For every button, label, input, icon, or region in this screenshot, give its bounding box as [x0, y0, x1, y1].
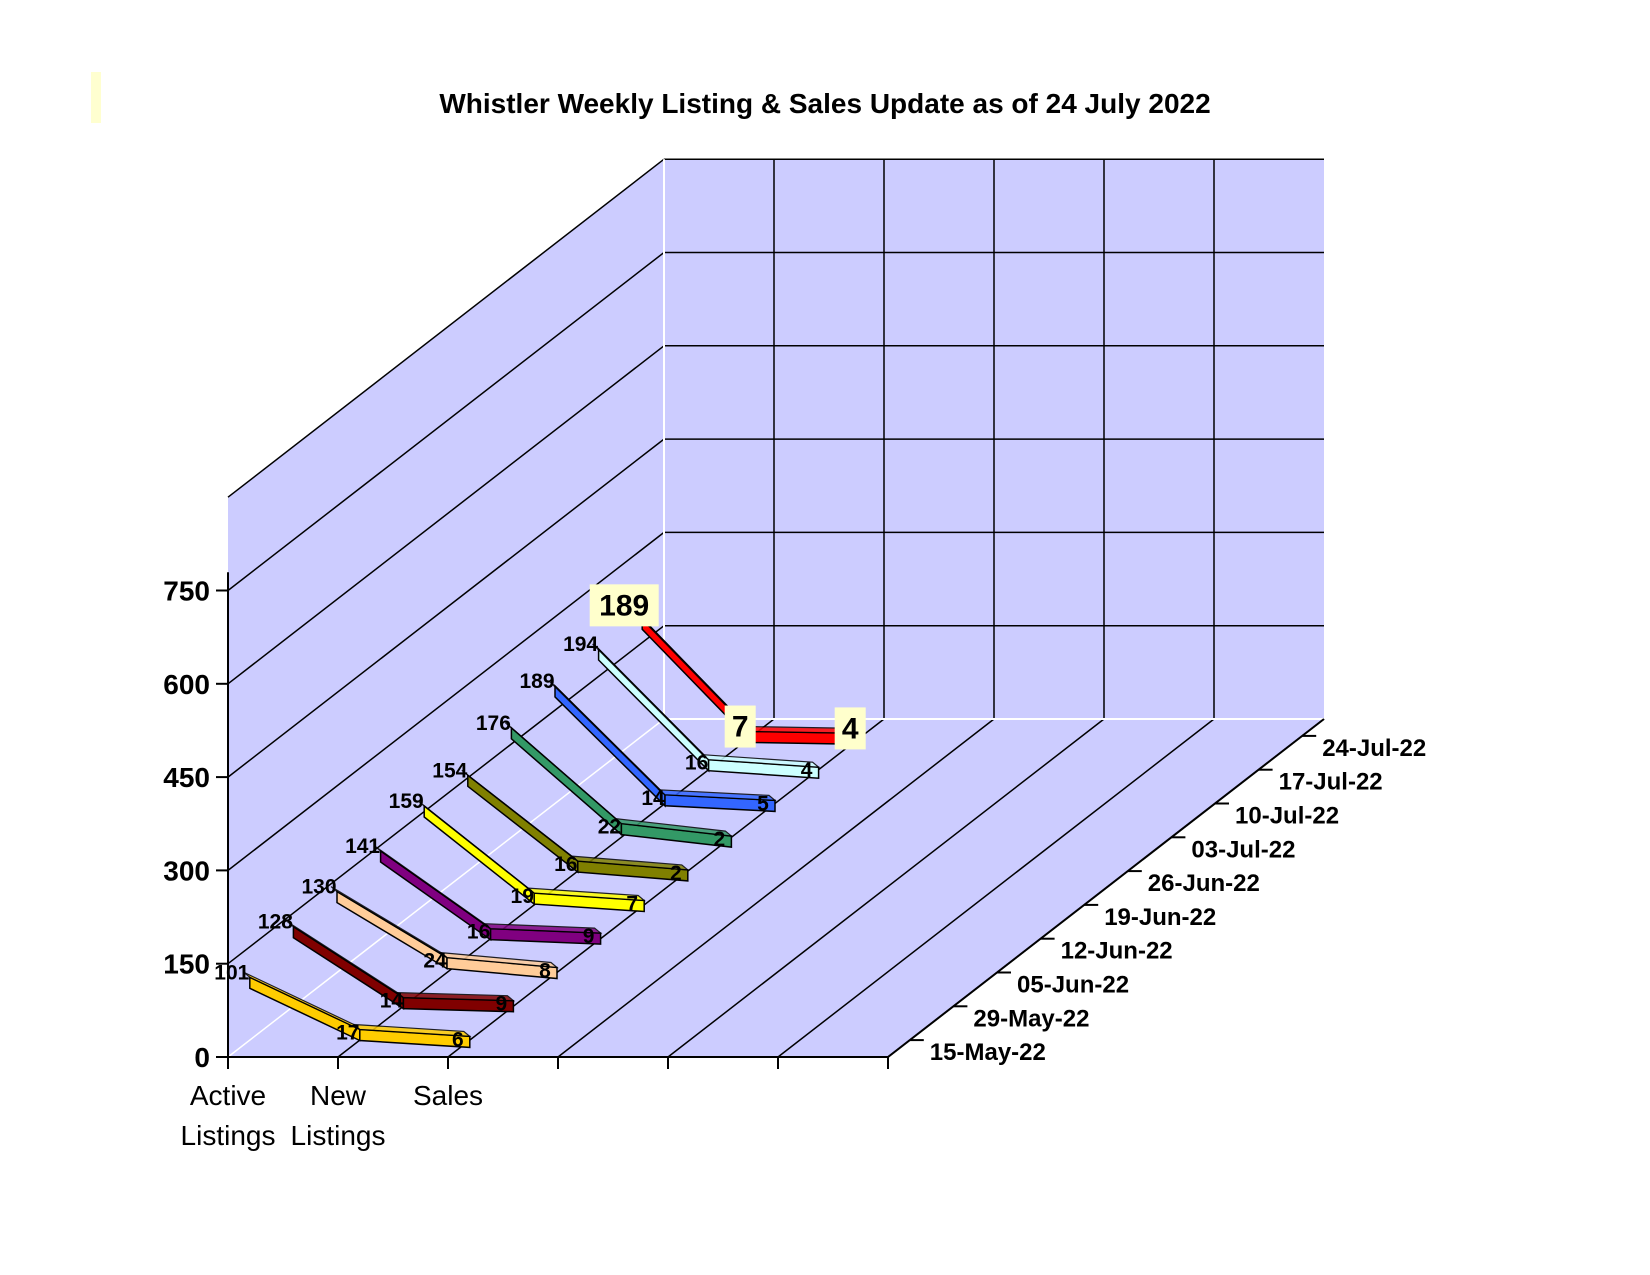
data-label: 4 [801, 759, 813, 782]
series-segment-top [482, 923, 603, 934]
data-label: 8 [539, 960, 551, 983]
data-label: 16 [685, 752, 708, 775]
depth-series-label: 15-May-22 [930, 1039, 1046, 1066]
data-label: 24 [423, 950, 447, 973]
y-tick-label: 0 [194, 1042, 210, 1073]
depth-series-label: 10-Jul-22 [1235, 803, 1339, 830]
y-tick-label: 150 [163, 949, 210, 980]
x-category-label: Active [190, 1080, 266, 1111]
series-segment-top [526, 887, 647, 902]
data-label-background [834, 707, 866, 750]
data-label: 9 [496, 993, 508, 1016]
y-tick-label: 450 [163, 762, 210, 793]
data-label: 2 [714, 828, 726, 851]
data-label: 16 [554, 853, 577, 876]
data-label: 19 [511, 885, 534, 908]
data-label: 2 [670, 862, 682, 885]
chart-axes: 0 150 300 450 600 750 Active Listings New Listing… [163, 572, 1426, 1151]
series-line-10-Jul-22 [548, 680, 777, 813]
depth-series-label: 05-Jun-22 [1017, 972, 1129, 999]
data-label: 16 [467, 921, 490, 944]
data-label: 7 [626, 893, 638, 916]
data-label: 176 [476, 712, 511, 735]
y-tick-label: 600 [163, 669, 210, 700]
side-wall-gridline [227, 438, 665, 778]
data-label: 22 [598, 816, 621, 839]
depth-series-label: 29-May-22 [973, 1005, 1089, 1032]
data-label: 101 [214, 961, 249, 984]
series-line-26-Jun-22 [461, 769, 690, 882]
depth-series-label: 26-Jun-22 [1148, 870, 1260, 897]
series-segment-top [352, 1023, 472, 1038]
depth-axis-line [887, 718, 1325, 1058]
data-label: 159 [389, 790, 424, 813]
side-wall-gridline [227, 251, 665, 592]
depth-series-label: 24-Jul-22 [1322, 735, 1426, 762]
x-category-label: Sales [413, 1080, 483, 1111]
series-line-05-Jun-22 [330, 886, 559, 980]
series-line-15-May-22 [243, 971, 472, 1049]
x-category-label: New [310, 1080, 367, 1111]
series-line-03-Jul-22 [505, 722, 734, 848]
side-wall-gridline [227, 625, 665, 965]
data-label: 154 [432, 759, 467, 782]
data-label: 9 [583, 925, 595, 948]
data-label: 189 [519, 670, 554, 693]
series-line-19-Jun-22 [417, 800, 647, 913]
data-label: 130 [301, 876, 336, 899]
series-segment-top [395, 991, 516, 1002]
side-wall-gridline [227, 345, 665, 685]
x-category-label: Listings [181, 1120, 276, 1151]
data-label: 141 [345, 835, 380, 858]
data-label: 128 [258, 911, 293, 934]
data-label: 14 [641, 787, 665, 810]
y-tick-label: 750 [163, 576, 210, 607]
data-label-background [724, 705, 756, 748]
depth-series-label: 17-Jul-22 [1279, 769, 1383, 796]
series-segment-top [439, 951, 559, 969]
floor-gridline [557, 718, 995, 1058]
decorative-marker [91, 72, 101, 123]
series-segment-top [657, 789, 777, 802]
series-segment-top [569, 855, 690, 871]
series-line-29-May-22 [287, 921, 516, 1013]
data-label: 194 [563, 633, 598, 656]
data-label: 14 [380, 990, 404, 1013]
y-tick-label: 300 [163, 855, 210, 886]
x-category-label: Listings [291, 1120, 386, 1151]
data-label-background [589, 584, 659, 627]
depth-series-label: 03-Jul-22 [1191, 836, 1295, 863]
series-segment-top [613, 817, 734, 837]
series-line-17-Jul-22 [592, 643, 821, 780]
side-wall-gridline [227, 158, 665, 498]
data-label: 17 [336, 1022, 359, 1045]
series-line-12-Jun-22 [374, 845, 603, 945]
data-label: 7 [732, 711, 749, 744]
depth-series-label: 19-Jun-22 [1104, 904, 1216, 931]
depth-series-label: 12-Jun-22 [1061, 938, 1173, 965]
series-segment-top [700, 753, 821, 768]
data-label: 5 [757, 792, 769, 815]
floor-gridline [667, 718, 1105, 1058]
data-label: 6 [452, 1028, 464, 1051]
chart-title: Whistler Weekly Listing & Sales Update a… [439, 88, 1211, 119]
floor-gridline [777, 718, 1215, 1058]
chart-series [243, 612, 864, 1049]
data-label: 189 [599, 589, 649, 622]
data-label: 4 [842, 712, 859, 745]
